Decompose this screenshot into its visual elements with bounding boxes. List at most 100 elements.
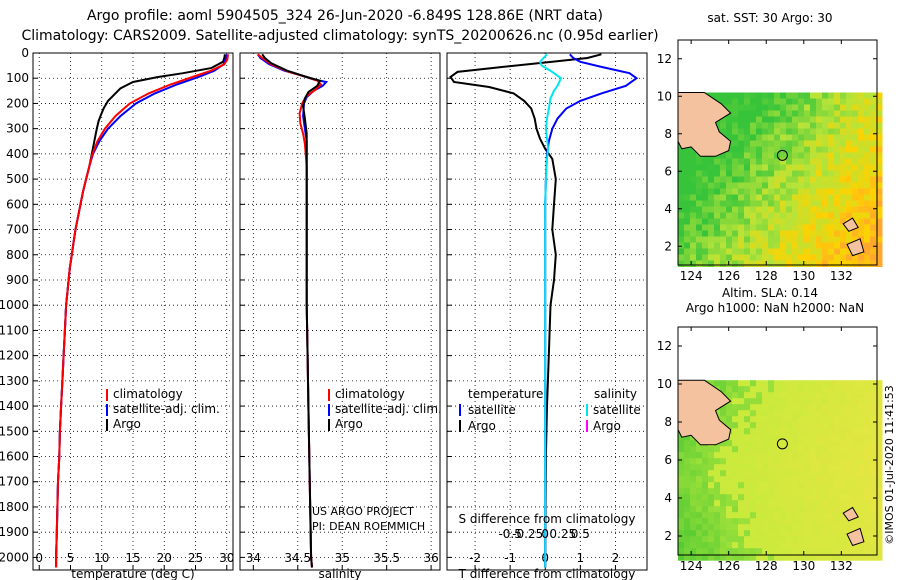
field-cell	[774, 476, 781, 483]
field-cell	[852, 164, 859, 171]
field-cell	[708, 452, 715, 459]
field-cell	[768, 116, 775, 123]
field-cell	[864, 188, 871, 195]
field-cell	[876, 236, 883, 243]
field-cell	[738, 518, 745, 525]
field-cell	[870, 146, 877, 153]
field-cell	[822, 236, 829, 243]
field-cell	[720, 404, 727, 411]
field-cell	[828, 224, 835, 231]
field-cell	[780, 494, 787, 501]
field-cell	[840, 260, 847, 267]
x-tick-label: -2	[469, 551, 481, 565]
field-cell	[858, 212, 865, 219]
field-cell	[852, 506, 859, 513]
field-cell	[762, 122, 769, 129]
field-cell	[876, 476, 883, 483]
field-cell	[756, 182, 763, 189]
field-cell	[762, 464, 769, 471]
field-cell	[816, 104, 823, 111]
field-cell	[744, 128, 751, 135]
field-cell	[738, 458, 745, 465]
field-cell	[732, 404, 739, 411]
y-tick-label: 800	[6, 248, 29, 262]
field-cell	[816, 182, 823, 189]
field-cell	[780, 422, 787, 429]
field-cell	[690, 170, 697, 177]
field-cell	[720, 410, 727, 417]
field-cell	[804, 242, 811, 249]
field-cell	[756, 482, 763, 489]
field-cell	[768, 128, 775, 135]
field-cell	[774, 176, 781, 183]
field-cell	[756, 446, 763, 453]
field-cell	[732, 158, 739, 165]
field-cell	[852, 98, 859, 105]
field-cell	[714, 182, 721, 189]
field-cell	[750, 542, 757, 549]
field-cell	[738, 494, 745, 501]
y-tick-label: 400	[6, 147, 29, 161]
field-cell	[864, 500, 871, 507]
field-cell	[810, 500, 817, 507]
field-cell	[780, 176, 787, 183]
field-cell	[840, 506, 847, 513]
field-cell	[738, 410, 745, 417]
field-cell	[810, 494, 817, 501]
field-cell	[786, 464, 793, 471]
field-cell	[816, 128, 823, 135]
field-cell	[684, 482, 691, 489]
field-cell	[870, 434, 877, 441]
field-cell	[744, 506, 751, 513]
legend-label: satellite-adj. clim.	[335, 402, 442, 416]
field-cell	[810, 392, 817, 399]
field-cell	[816, 260, 823, 267]
field-cell	[702, 488, 709, 495]
field-cell	[720, 494, 727, 501]
field-cell	[786, 542, 793, 549]
field-cell	[846, 518, 853, 525]
field-cell	[714, 488, 721, 495]
field-cell	[828, 458, 835, 465]
field-cell	[762, 260, 769, 267]
field-cell	[876, 518, 883, 525]
field-cell	[732, 236, 739, 243]
field-cell	[792, 446, 799, 453]
field-cell	[870, 218, 877, 225]
field-cell	[726, 176, 733, 183]
field-cell	[744, 176, 751, 183]
field-cell	[834, 512, 841, 519]
field-cell	[810, 536, 817, 543]
field-cell	[768, 110, 775, 117]
field-cell	[750, 392, 757, 399]
field-cell	[852, 410, 859, 417]
field-cell	[852, 452, 859, 459]
field-cell	[732, 458, 739, 465]
field-cell	[846, 152, 853, 159]
field-cell	[798, 404, 805, 411]
field-cell	[780, 188, 787, 195]
field-cell	[858, 104, 865, 111]
field-cell	[804, 440, 811, 447]
field-cell	[792, 206, 799, 213]
field-cell	[708, 446, 715, 453]
field-cell	[756, 506, 763, 513]
field-cell	[834, 224, 841, 231]
field-cell	[750, 152, 757, 159]
field-cell	[756, 536, 763, 543]
field-cell	[834, 422, 841, 429]
field-cell	[804, 140, 811, 147]
field-cell	[840, 218, 847, 225]
field-cell	[696, 188, 703, 195]
field-cell	[744, 200, 751, 207]
field-cell	[786, 164, 793, 171]
field-cell	[804, 416, 811, 423]
field-cell	[702, 542, 709, 549]
field-cell	[696, 488, 703, 495]
field-cell	[780, 434, 787, 441]
field-cell	[864, 452, 871, 459]
field-cell	[804, 98, 811, 105]
field-cell	[786, 440, 793, 447]
field-cell	[714, 482, 721, 489]
field-cell	[762, 446, 769, 453]
